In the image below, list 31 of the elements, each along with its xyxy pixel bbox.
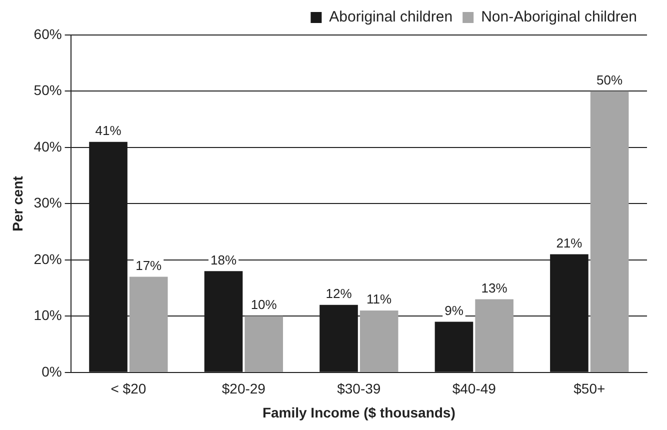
bar [475, 299, 514, 372]
data-label: 10% [250, 297, 278, 312]
x-tick-label: < $20 [110, 380, 146, 397]
y-tick-label: 0% [42, 363, 62, 380]
x-tick-label: $20-29 [222, 380, 266, 397]
legend-label: Aboriginal children [329, 8, 453, 26]
data-label: 13% [481, 280, 508, 296]
legend-label: Non-Aboriginal children [481, 8, 638, 26]
y-tick-label: 10% [34, 307, 62, 324]
y-axis-title: Per cent [9, 176, 26, 232]
data-label: 12% [326, 286, 352, 301]
data-label: 9% [444, 302, 464, 318]
y-tick-label: 20% [34, 250, 62, 267]
data-label: 17% [136, 258, 162, 273]
data-label: 21% [556, 235, 583, 250]
bar [129, 276, 168, 372]
y-tick-label: 40% [34, 138, 62, 154]
y-tick-label: 60% [34, 26, 62, 42]
data-label: 50% [596, 72, 623, 88]
data-label: 11% [366, 292, 392, 307]
x-axis-title: Family Income ($ thousands) [262, 404, 456, 420]
bar [360, 310, 398, 372]
data-label: 18% [210, 252, 237, 268]
x-tick-label: $50+ [574, 380, 606, 397]
x-tick-label: $40-49 [452, 380, 496, 397]
x-tick-label: $30-39 [337, 380, 381, 397]
y-tick-label: 30% [34, 194, 62, 211]
bar [244, 316, 283, 372]
bar [590, 91, 629, 372]
data-label: 41% [95, 122, 122, 138]
y-tick-label: 50% [34, 82, 62, 98]
